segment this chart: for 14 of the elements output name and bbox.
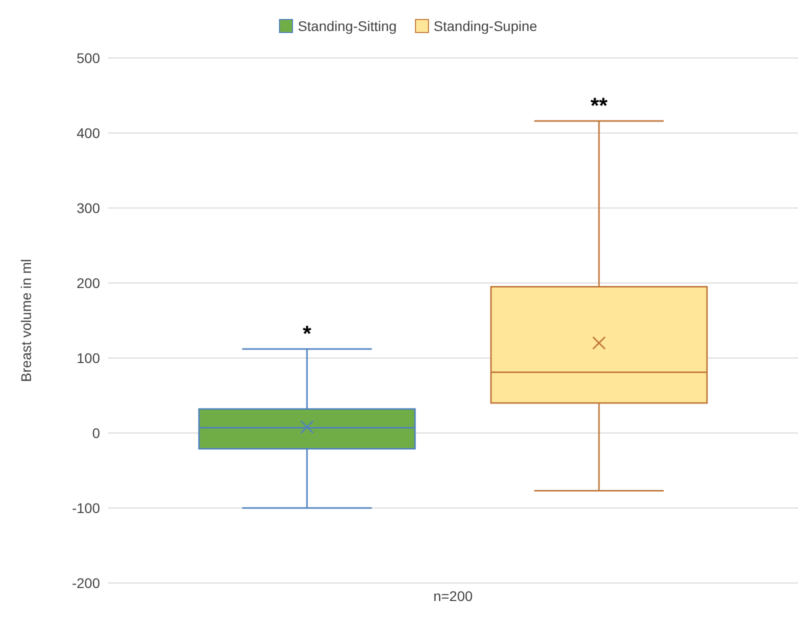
y-tick-label: -100 — [72, 500, 100, 516]
legend-label: Standing-Sitting — [296, 18, 397, 34]
y-tick-label: 400 — [76, 124, 100, 141]
legend-label: Standing-Supine — [432, 18, 538, 34]
y-tick-label: 500 — [76, 50, 100, 66]
y-tick-label: 0 — [92, 424, 100, 441]
y-tick-label: 200 — [76, 274, 100, 291]
y-tick-label: -200 — [72, 574, 100, 591]
y-axis-title: Breast volume in ml — [18, 259, 34, 382]
annotation: ** — [590, 93, 608, 118]
x-tick-label: n=200 — [433, 588, 473, 604]
annotation: * — [302, 321, 312, 346]
y-tick-label: 300 — [76, 200, 100, 216]
y-tick-label: 100 — [76, 350, 100, 366]
